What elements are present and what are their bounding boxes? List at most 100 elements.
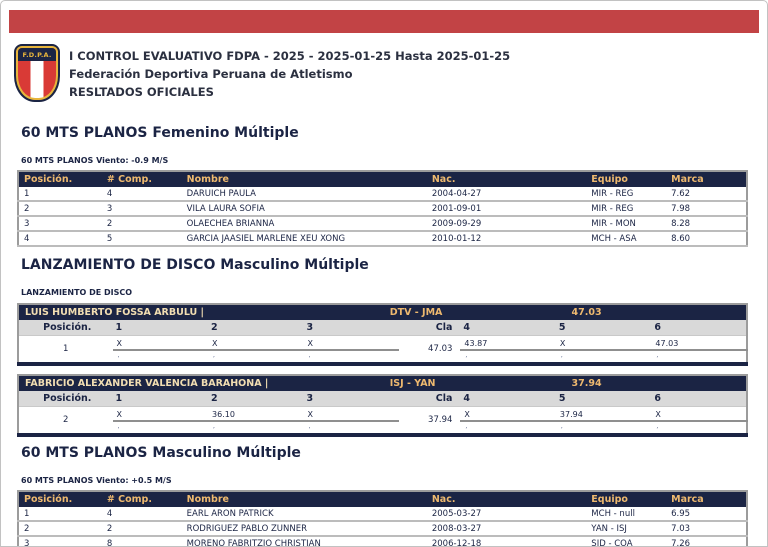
position-value: 2	[63, 415, 69, 425]
cell-nombre: VILA LAURA SOFIA	[181, 201, 427, 217]
event-label-disco: LANZAMIENTO DE DISCO	[21, 288, 133, 297]
cell-nac: 2006-12-18	[426, 536, 587, 546]
col-equipo: Equipo	[591, 494, 628, 505]
official-results-label: RESLTADOS OFICIALES	[69, 85, 214, 99]
cell-comp: 3	[101, 201, 182, 217]
col-marca: Marca	[671, 174, 704, 185]
fdpa-logo-text: F.D.P.A.	[18, 48, 56, 61]
col-nac: Nac.	[431, 494, 456, 505]
attempts-header-row: Posición. 1 2 3 Cla 4 5 6	[18, 320, 747, 336]
athlete-name: LUIS HUMBERTO FOSSA ARBULU |	[25, 307, 205, 318]
top-red-bar	[9, 10, 759, 33]
wind-label-masculino: 60 MTS PLANOS Viento: +0.5 M/S	[21, 476, 172, 485]
event-title: I CONTROL EVALUATIVO FDPA - 2025 - 2025-…	[69, 49, 511, 63]
table-row: 4 5 GARCIA JAASIEL MARLENE XEU XONG 2010-01…	[18, 231, 747, 247]
table-row: 3 8 MORENO FABRITZIO CHRISTIAN 2006-12-18 SI…	[18, 536, 747, 546]
cell-comp: 8	[101, 536, 182, 546]
col-nombre: Nombre	[186, 494, 229, 505]
wind-4: ,	[465, 423, 468, 430]
col-attempt-3: 3	[303, 320, 400, 336]
col-comp: # Comp.	[106, 494, 152, 505]
fdpa-logo-icon: F.D.P.A.	[14, 44, 60, 102]
wind-5: ,	[560, 423, 563, 430]
attempt-1: X	[112, 335, 209, 351]
attempt-5: X	[555, 335, 652, 351]
col-comp: # Comp.	[106, 174, 152, 185]
cell-nac: 2004-04-27	[426, 187, 587, 202]
cell-pos: 2	[18, 201, 102, 217]
cell-pos: 3	[18, 536, 102, 546]
table-row: 1 4 DARUICH PAULA 2004-04-27 MIR - REG 7.62	[18, 187, 747, 202]
cell-pos: 1	[18, 507, 102, 522]
results-header-row: Posición. # Comp. Nombre Nac. Equipo Mar…	[18, 171, 747, 187]
attempts-header-row: Posición. 1 2 3 Cla 4 5 6	[18, 391, 747, 407]
col-nac: Nac.	[431, 174, 456, 185]
page-header: F.D.P.A. I CONTROL EVALUATIVO FDPA - 202…	[14, 44, 767, 102]
position-value: 1	[63, 344, 69, 354]
col-posicion: Posición.	[18, 320, 113, 336]
cell-nombre: MORENO FABRITZIO CHRISTIAN	[181, 536, 427, 546]
col-attempt-3: 3	[303, 391, 400, 407]
athlete-name: FABRICIO ALEXANDER VALENCIA BARAHONA |	[25, 378, 269, 389]
table-row: 3 2 OLAECHEA BRIANNA 2009-09-29 MIR - MON 8.2…	[18, 216, 747, 232]
wind-3: ,	[308, 352, 311, 359]
attempt-4: X	[460, 406, 556, 422]
section-heading-disco: LANZAMIENTO DE DISCO Masculino Múltiple	[21, 257, 369, 273]
cell-comp: 5	[101, 231, 182, 247]
cell-nombre: OLAECHEA BRIANNA	[181, 216, 427, 232]
wind-4: ,	[465, 352, 468, 359]
wind-1: ,	[117, 423, 120, 430]
col-attempt-6: 6	[651, 320, 747, 336]
disco-table-entry-2: FABRICIO ALEXANDER VALENCIA BARAHONA | I…	[17, 374, 748, 437]
athlete-best-mark: 47.03	[571, 307, 602, 318]
wind-2: ,	[213, 352, 215, 359]
wind-6: ,	[656, 352, 659, 359]
cell-nombre: GARCIA JAASIEL MARLENE XEU XONG	[181, 231, 427, 247]
athlete-bar: LUIS HUMBERTO FOSSA ARBULU | DTV - JMA 4…	[18, 304, 747, 320]
attempt-6: 47.03	[651, 335, 747, 351]
cell-equipo: MCH - null	[586, 507, 667, 522]
col-attempt-2: 2	[208, 391, 304, 407]
col-posicion: Posición.	[24, 174, 73, 185]
results-header-row: Posición. # Comp. Nombre Nac. Equipo Mar…	[18, 491, 747, 507]
athlete-team: DTV - JMA	[389, 307, 443, 318]
cell-equipo: MCH - ASA	[586, 231, 667, 247]
cell-equipo: SID - COA	[586, 536, 667, 546]
results-table-femenino: Posición. # Comp. Nombre Nac. Equipo Mar…	[17, 170, 748, 247]
col-cla: Cla	[399, 320, 461, 336]
athlete-team: ISJ - YAN	[389, 378, 436, 389]
section-heading-masculino: 60 MTS PLANOS Masculino Múltiple	[21, 445, 301, 461]
wind-1: ,	[117, 352, 120, 359]
cell-pos: 3	[18, 216, 102, 232]
cell-pos: 1	[18, 187, 102, 202]
attempt-4: 43.87	[460, 335, 556, 351]
cell-nombre: DARUICH PAULA	[181, 187, 427, 202]
cell-comp: 2	[101, 521, 182, 537]
wind-3: ,	[308, 423, 311, 430]
table-row: 1 4 EARL ARON PATRICK 2005-03-27 MCH - null 6…	[18, 507, 747, 522]
cell-comp: 4	[101, 507, 182, 522]
federation-name: Federación Deportiva Peruana de Atletism…	[69, 67, 353, 81]
col-attempt-6: 6	[651, 391, 747, 407]
cell-nac: 2001-09-01	[426, 201, 587, 217]
cell-marca: 8.60	[666, 231, 747, 247]
attempt-2: 36.10	[208, 406, 304, 422]
wind-row: , , , , , ,	[18, 350, 747, 364]
table-row: 2 3 VILA LAURA SOFIA 2001-09-01 MIR - REG 7.9…	[18, 201, 747, 217]
attempts-row: 1 X X X 47.03 43.87 X 47.03	[18, 335, 747, 354]
attempt-6: X	[651, 406, 747, 422]
cell-nac: 2009-09-29	[426, 216, 587, 232]
col-cla: Cla	[399, 391, 461, 407]
cell-marca: 8.28	[666, 216, 747, 232]
attempt-3: X	[303, 335, 400, 351]
attempt-1: X	[112, 406, 209, 422]
disco-table-entry-1: LUIS HUMBERTO FOSSA ARBULU | DTV - JMA 4…	[17, 303, 748, 366]
athlete-bar: FABRICIO ALEXANDER VALENCIA BARAHONA | I…	[18, 375, 747, 391]
cell-nac: 2005-03-27	[426, 507, 587, 522]
cell-comp: 2	[101, 216, 182, 232]
col-posicion: Posición.	[18, 391, 113, 407]
col-equipo: Equipo	[591, 174, 628, 185]
wind-5: ,	[560, 352, 563, 359]
col-posicion: Posición.	[24, 494, 73, 505]
cell-equipo: MIR - MON	[586, 216, 667, 232]
